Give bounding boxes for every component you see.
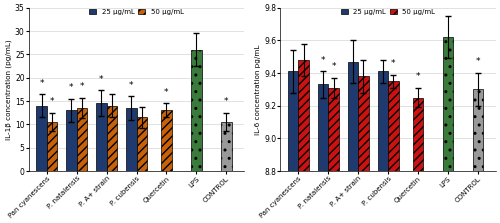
Text: *: * <box>332 62 336 71</box>
Legend: 25 µg/mL, 50 µg/mL: 25 µg/mL, 50 µg/mL <box>88 8 184 15</box>
Bar <box>221 122 232 171</box>
Text: *: * <box>321 56 326 65</box>
Bar <box>66 110 76 171</box>
Bar <box>161 110 172 171</box>
Bar <box>413 97 424 223</box>
Bar <box>191 50 202 171</box>
Bar <box>388 81 398 223</box>
Bar <box>76 108 87 171</box>
Bar <box>348 62 358 223</box>
Bar <box>136 117 147 171</box>
Text: *: * <box>80 82 84 91</box>
Text: *: * <box>224 97 228 106</box>
Text: *: * <box>476 58 480 66</box>
Bar <box>328 88 339 223</box>
Text: *: * <box>164 88 168 97</box>
Bar <box>96 103 106 171</box>
Bar <box>288 71 298 223</box>
Text: *: * <box>416 72 420 81</box>
Text: *: * <box>50 97 54 106</box>
Bar <box>472 89 483 223</box>
Text: *: * <box>69 83 73 92</box>
Bar <box>126 108 136 171</box>
Text: *: * <box>99 75 103 84</box>
Text: *: * <box>129 81 134 90</box>
Text: *: * <box>391 59 396 68</box>
Legend: 25 µg/mL, 50 µg/mL: 25 µg/mL, 50 µg/mL <box>340 8 436 15</box>
Y-axis label: IL-6 concentration pg/mL: IL-6 concentration pg/mL <box>256 44 262 134</box>
Bar <box>298 60 309 223</box>
Bar <box>318 85 328 223</box>
Bar <box>106 106 117 171</box>
Text: *: * <box>40 78 44 87</box>
Bar <box>378 71 388 223</box>
Bar <box>36 106 47 171</box>
Bar <box>358 76 368 223</box>
Bar <box>442 37 453 223</box>
Y-axis label: IL-1β concentration (pg/mL): IL-1β concentration (pg/mL) <box>6 39 12 140</box>
Bar <box>47 122 57 171</box>
